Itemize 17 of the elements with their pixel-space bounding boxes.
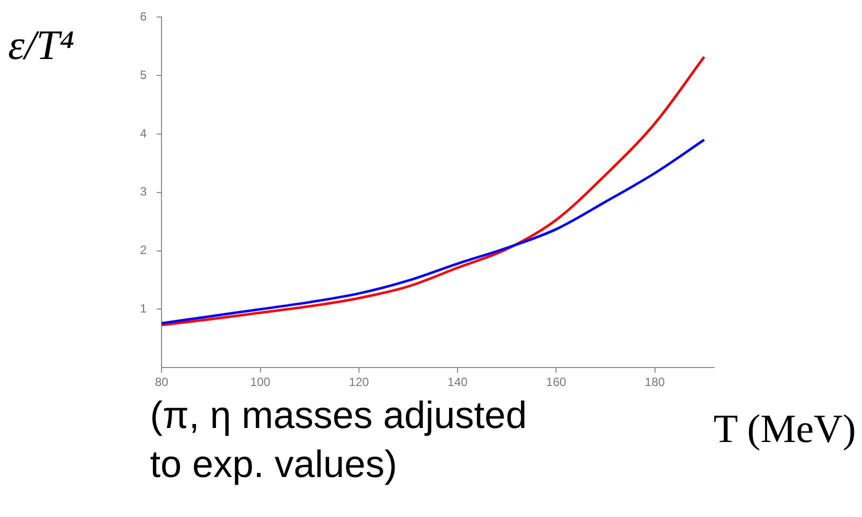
line-series [162, 138, 706, 324]
x-tick-label: 140 [448, 375, 468, 390]
x-tick-label: 160 [546, 375, 567, 390]
y-axis-title: ε/T⁴ [8, 22, 74, 70]
y-tick-label: 3 [140, 184, 147, 199]
x-tick-label: 180 [644, 375, 666, 390]
y-tick-label: 5 [140, 68, 147, 82]
x-tick-label: 100 [250, 375, 271, 390]
line-series [162, 56, 706, 326]
y-tick-label: 2 [140, 243, 147, 258]
y-tick-label: 4 [140, 126, 147, 140]
x-tick-label: 120 [348, 375, 370, 390]
y-tick-label: 1 [140, 302, 147, 316]
y-tick-label: 6 [140, 10, 147, 24]
x-tick-label: 80 [154, 375, 169, 390]
x-axis-title: T (MeV) [713, 405, 856, 452]
text: (π, η masses adjusted to exp. values) [150, 394, 528, 488]
